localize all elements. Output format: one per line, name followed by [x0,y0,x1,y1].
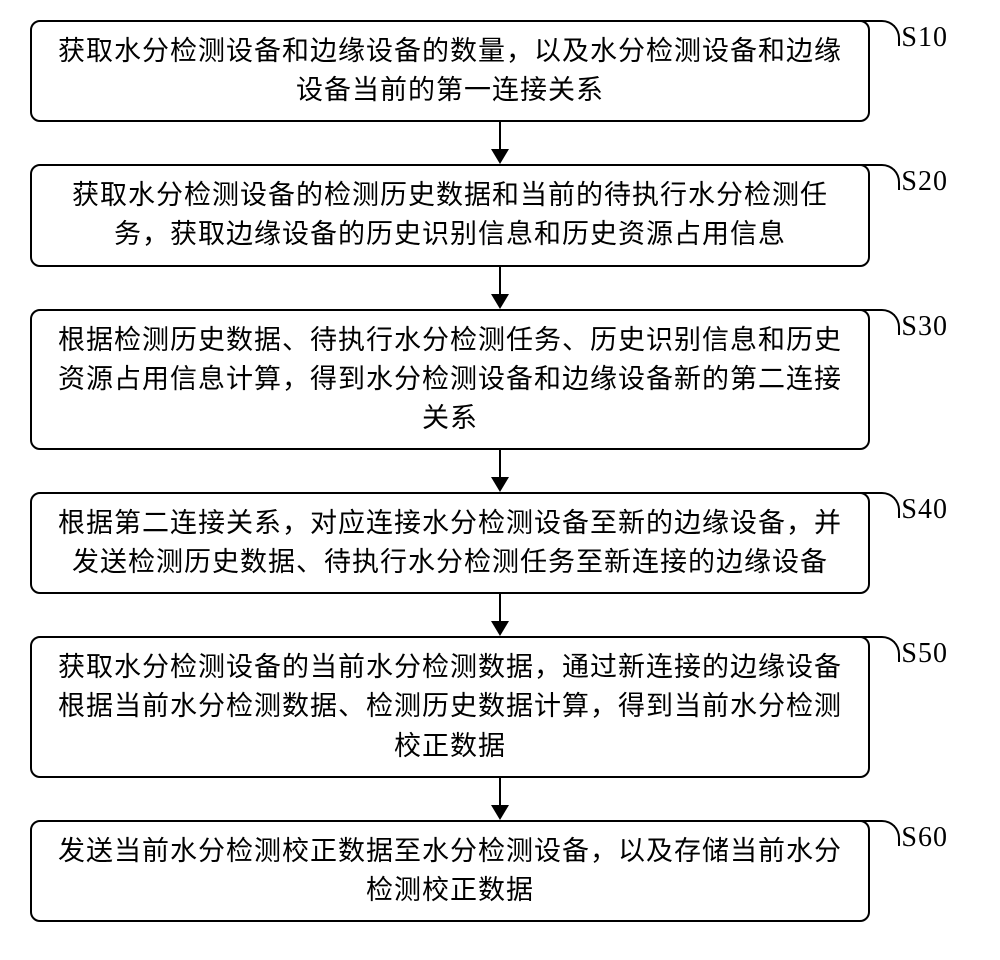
step-row-4: 根据第二连接关系，对应连接水分检测设备至新的边缘设备，并发送检测历史数据、待执行… [30,492,970,594]
label-connector [840,636,900,662]
step-row-2: 获取水分检测设备的检测历史数据和当前的待执行水分检测任务，获取边缘设备的历史识别… [30,164,970,266]
arrow-head-icon [491,621,509,636]
step-label-s20: S20 [901,166,948,198]
label-connector [840,20,900,46]
step-row-5: 获取水分检测设备的当前水分检测数据，通过新连接的边缘设备根据当前水分检测数据、检… [30,636,970,777]
step-text: 获取水分检测设备的当前水分检测数据，通过新连接的边缘设备根据当前水分检测数据、检… [50,648,850,765]
step-box-s50: 获取水分检测设备的当前水分检测数据，通过新连接的边缘设备根据当前水分检测数据、检… [30,636,870,777]
arrow-1 [80,122,920,164]
step-label-s40: S40 [901,494,948,526]
label-connector [840,492,900,518]
arrow-head-icon [491,149,509,164]
step-row-6: 发送当前水分检测校正数据至水分检测设备，以及存储当前水分检测校正数据 S60 [30,820,970,922]
label-connector [840,164,900,190]
label-connector [840,309,900,335]
arrow-head-icon [491,805,509,820]
step-row-3: 根据检测历史数据、待执行水分检测任务、历史识别信息和历史资源占用信息计算，得到水… [30,309,970,450]
step-label-s50: S50 [901,638,948,670]
label-connector [840,820,900,846]
arrow-line [499,594,502,621]
arrow-2 [80,267,920,309]
arrow-5 [80,778,920,820]
step-text: 获取水分检测设备和边缘设备的数量，以及水分检测设备和边缘设备当前的第一连接关系 [50,32,850,110]
step-box-s30: 根据检测历史数据、待执行水分检测任务、历史识别信息和历史资源占用信息计算，得到水… [30,309,870,450]
arrow-line [499,450,502,477]
step-label-s10: S10 [901,22,948,54]
step-box-s20: 获取水分检测设备的检测历史数据和当前的待执行水分检测任务，获取边缘设备的历史识别… [30,164,870,266]
arrow-head-icon [491,294,509,309]
step-label-s30: S30 [901,311,948,343]
flowchart-container: 获取水分检测设备和边缘设备的数量，以及水分检测设备和边缘设备当前的第一连接关系 … [30,20,970,940]
arrow-3 [80,450,920,492]
step-box-s60: 发送当前水分检测校正数据至水分检测设备，以及存储当前水分检测校正数据 [30,820,870,922]
arrow-line [499,778,502,805]
step-text: 获取水分检测设备的检测历史数据和当前的待执行水分检测任务，获取边缘设备的历史识别… [50,176,850,254]
step-box-s10: 获取水分检测设备和边缘设备的数量，以及水分检测设备和边缘设备当前的第一连接关系 [30,20,870,122]
arrow-line [499,122,502,149]
step-row-1: 获取水分检测设备和边缘设备的数量，以及水分检测设备和边缘设备当前的第一连接关系 … [30,20,970,122]
step-label-s60: S60 [901,822,948,854]
arrow-4 [80,594,920,636]
arrow-line [499,267,502,294]
step-text: 发送当前水分检测校正数据至水分检测设备，以及存储当前水分检测校正数据 [50,832,850,910]
step-text: 根据第二连接关系，对应连接水分检测设备至新的边缘设备，并发送检测历史数据、待执行… [50,504,850,582]
arrow-head-icon [491,477,509,492]
step-box-s40: 根据第二连接关系，对应连接水分检测设备至新的边缘设备，并发送检测历史数据、待执行… [30,492,870,594]
step-text: 根据检测历史数据、待执行水分检测任务、历史识别信息和历史资源占用信息计算，得到水… [50,321,850,438]
